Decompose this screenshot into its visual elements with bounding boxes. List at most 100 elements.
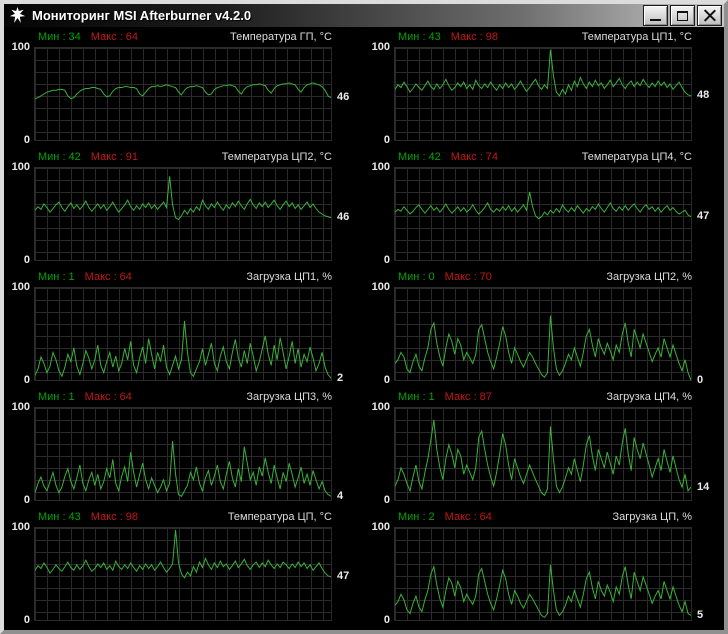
- close-icon: [703, 9, 716, 22]
- panel-current-value: 46: [337, 210, 350, 223]
- graph-plot[interactable]: [394, 407, 692, 501]
- afterburner-logo-icon: [9, 7, 26, 23]
- y-axis-max-label: 100: [11, 401, 30, 413]
- y-axis-max-label: 100: [11, 281, 30, 293]
- panel-current-value: 47: [697, 209, 710, 222]
- panel-header: Мин : 1 Макс : 64 Загрузка ЦП3, %: [38, 390, 332, 404]
- y-axis-max-label: 100: [371, 281, 390, 293]
- panel-current-value: 4: [337, 490, 344, 503]
- graph-panel: Мин : 0 Макс : 70 Загрузка ЦП2, % 100 0 …: [364, 268, 724, 388]
- graph-canvas: [395, 49, 691, 97]
- panel-max-stat: Макс : 64: [84, 391, 132, 403]
- y-axis-max-label: 100: [371, 41, 390, 53]
- graph-line: [395, 49, 691, 97]
- y-axis-min-label: 0: [23, 254, 30, 266]
- graph-plot[interactable]: [34, 167, 332, 261]
- graph-canvas: [35, 321, 331, 379]
- panels-grid: Мин : 34 Макс : 64 Температура ГП, °C 10…: [4, 28, 724, 630]
- graph-plot[interactable]: [34, 287, 332, 381]
- graph-line: [35, 321, 331, 379]
- panel-title: Загрузка ЦП4, %: [606, 391, 692, 403]
- panel-title: Температура ЦП, °C: [227, 511, 332, 523]
- panel-header: Мин : 43 Макс : 98 Температура ЦП1, °C: [398, 30, 692, 44]
- panel-max-stat: Макс : 98: [90, 511, 139, 523]
- maximize-icon: [677, 11, 688, 21]
- panel-min-stat: Мин : 1: [38, 391, 75, 403]
- y-axis-min-label: 0: [383, 494, 390, 506]
- panel-min-stat: Мин : 42: [398, 151, 441, 163]
- graph-canvas: [395, 191, 691, 220]
- y-axis-max-label: 100: [371, 521, 390, 533]
- panel-header: Мин : 2 Макс : 64 Загрузка ЦП, %: [398, 510, 692, 524]
- graph-canvas: [35, 441, 331, 497]
- panel-current-value: 47: [337, 569, 350, 582]
- y-axis-min-label: 0: [23, 374, 30, 386]
- panel-current-value: 46: [337, 90, 350, 103]
- y-axis-max-label: 100: [371, 401, 390, 413]
- graph-panel: Мин : 1 Макс : 64 Загрузка ЦП3, % 100 0 …: [4, 388, 364, 508]
- panel-title: Загрузка ЦП1, %: [246, 271, 332, 283]
- graph-panel: Мин : 43 Макс : 98 Температура ЦП1, °C 1…: [364, 28, 724, 148]
- panel-current-value: 5: [697, 609, 704, 622]
- y-axis-max-label: 100: [11, 161, 30, 173]
- graph-panel: Мин : 1 Макс : 87 Загрузка ЦП4, % 100 0 …: [364, 388, 724, 508]
- graph-line: [395, 315, 691, 380]
- panel-max-stat: Макс : 64: [444, 511, 492, 523]
- graph-plot[interactable]: [34, 527, 332, 621]
- graph-canvas: [35, 529, 331, 579]
- graph-panel: Мин : 34 Макс : 64 Температура ГП, °C 10…: [4, 28, 364, 148]
- graph-plot[interactable]: [394, 527, 692, 621]
- panel-current-value: 14: [697, 480, 710, 493]
- titlebar[interactable]: Мониторинг MSI Afterburner v4.2.0: [4, 4, 724, 28]
- panel-max-stat: Макс : 70: [444, 271, 492, 283]
- panel-title: Температура ЦП1, °C: [581, 31, 692, 43]
- y-axis-min-label: 0: [383, 374, 390, 386]
- panel-min-stat: Мин : 43: [38, 511, 81, 523]
- panel-current-value: 48: [697, 88, 710, 101]
- close-button[interactable]: [697, 5, 722, 26]
- y-axis-min-label: 0: [23, 134, 30, 146]
- panel-title: Температура ЦП4, °C: [581, 151, 692, 163]
- minimize-button[interactable]: [643, 5, 668, 26]
- panel-min-stat: Мин : 34: [38, 31, 81, 43]
- graph-canvas: [35, 176, 331, 221]
- panel-title: Загрузка ЦП3, %: [246, 391, 332, 403]
- graph-panel: Мин : 2 Макс : 64 Загрузка ЦП, % 100 0 5: [364, 508, 724, 628]
- graph-line: [35, 529, 331, 579]
- panel-title: Температура ГП, °C: [230, 31, 332, 43]
- panel-max-stat: Макс : 64: [90, 31, 139, 43]
- minimize-icon: [650, 10, 661, 21]
- y-axis-max-label: 100: [11, 521, 30, 533]
- panel-min-stat: Мин : 43: [398, 31, 441, 43]
- graph-line: [35, 82, 331, 100]
- panel-header: Мин : 1 Макс : 87 Загрузка ЦП4, %: [398, 390, 692, 404]
- graph-plot[interactable]: [394, 167, 692, 261]
- panel-header: Мин : 42 Макс : 91 Температура ЦП2, °C: [38, 150, 332, 164]
- maximize-button[interactable]: [670, 5, 695, 26]
- graph-plot[interactable]: [34, 407, 332, 501]
- panel-header: Мин : 34 Макс : 64 Температура ГП, °C: [38, 30, 332, 44]
- panel-current-value: 0: [697, 374, 704, 386]
- panel-header: Мин : 43 Макс : 98 Температура ЦП, °C: [38, 510, 332, 524]
- panel-header: Мин : 1 Макс : 64 Загрузка ЦП1, %: [38, 270, 332, 284]
- panel-title: Загрузка ЦП2, %: [606, 271, 692, 283]
- y-axis-min-label: 0: [383, 134, 390, 146]
- graph-panel: Мин : 42 Макс : 91 Температура ЦП2, °C 1…: [4, 148, 364, 268]
- graph-line: [395, 191, 691, 220]
- window-title: Мониторинг MSI Afterburner v4.2.0: [32, 7, 252, 23]
- window-controls: [643, 5, 722, 26]
- y-axis-min-label: 0: [383, 254, 390, 266]
- graph-plot[interactable]: [34, 47, 332, 141]
- panel-header: Мин : 0 Макс : 70 Загрузка ЦП2, %: [398, 270, 692, 284]
- graph-panel: Мин : 42 Макс : 74 Температура ЦП4, °C 1…: [364, 148, 724, 268]
- graph-canvas: [395, 564, 691, 618]
- graph-plot[interactable]: [394, 287, 692, 381]
- graph-canvas: [35, 82, 331, 100]
- panel-max-stat: Макс : 98: [450, 31, 499, 43]
- panel-title: Загрузка ЦП, %: [612, 511, 692, 523]
- graph-line: [35, 441, 331, 497]
- graph-plot[interactable]: [394, 47, 692, 141]
- graph-line: [35, 176, 331, 221]
- panel-min-stat: Мин : 2: [398, 511, 435, 523]
